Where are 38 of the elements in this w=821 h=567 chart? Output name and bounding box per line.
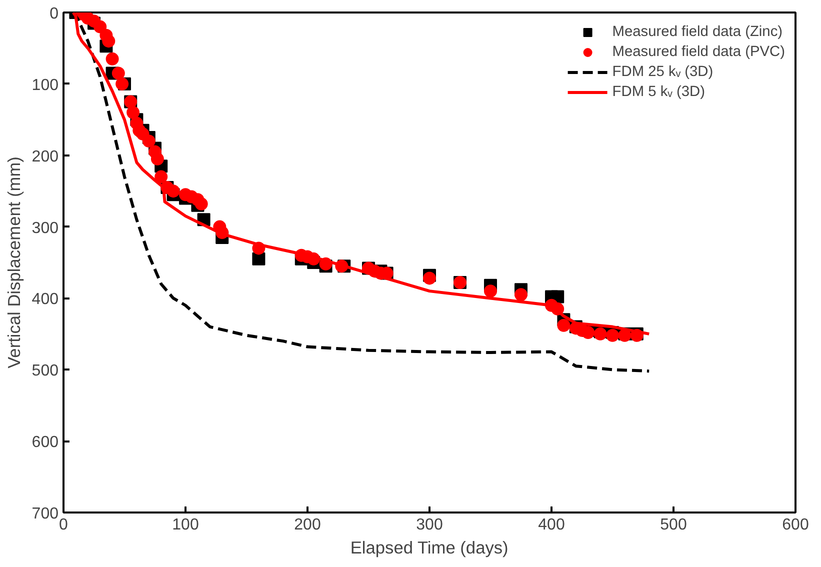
- point: [126, 106, 140, 119]
- y-tick-label: 400: [32, 291, 59, 308]
- x-tick-label: 500: [660, 516, 687, 534]
- point: [423, 272, 436, 285]
- x-tick-label: 600: [782, 516, 809, 534]
- point: [166, 184, 180, 198]
- x-tick-label: 300: [416, 516, 443, 534]
- y-tick-label: 200: [32, 148, 59, 166]
- point: [154, 170, 168, 184]
- point: [194, 197, 208, 210]
- point: [112, 66, 125, 80]
- legend-label: Measured field data (PVC): [612, 44, 785, 60]
- point: [94, 20, 107, 34]
- point: [514, 288, 528, 302]
- point: [252, 252, 266, 266]
- point: [484, 284, 497, 298]
- point: [142, 134, 156, 148]
- y-tick-label: 700: [32, 506, 59, 522]
- y-tick-label: 100: [32, 76, 59, 94]
- legend-label: FDM 5 kᵥ (3D): [612, 84, 705, 100]
- point: [116, 77, 129, 90]
- x-axis-title: Elapsed Time (days): [350, 538, 508, 558]
- point: [102, 34, 116, 48]
- y-tick-label: 600: [32, 434, 59, 452]
- x-tick-label: 400: [538, 516, 565, 534]
- legend-label: FDM 25 kᵥ (3D): [612, 64, 714, 80]
- point: [582, 326, 595, 339]
- point: [106, 52, 119, 66]
- y-tick-label: 300: [32, 220, 59, 237]
- y-tick-label: 0: [50, 6, 59, 22]
- legend-label: Measured field data (Zinc): [612, 24, 783, 40]
- point: [606, 328, 619, 342]
- x-tick-label: 200: [294, 516, 321, 534]
- x-tick-label: 100: [172, 516, 199, 534]
- point: [557, 318, 570, 332]
- point: [150, 152, 164, 166]
- y-axis-title: Vertical Displacement (mm): [4, 156, 24, 368]
- y-tick-label: 500: [32, 362, 59, 380]
